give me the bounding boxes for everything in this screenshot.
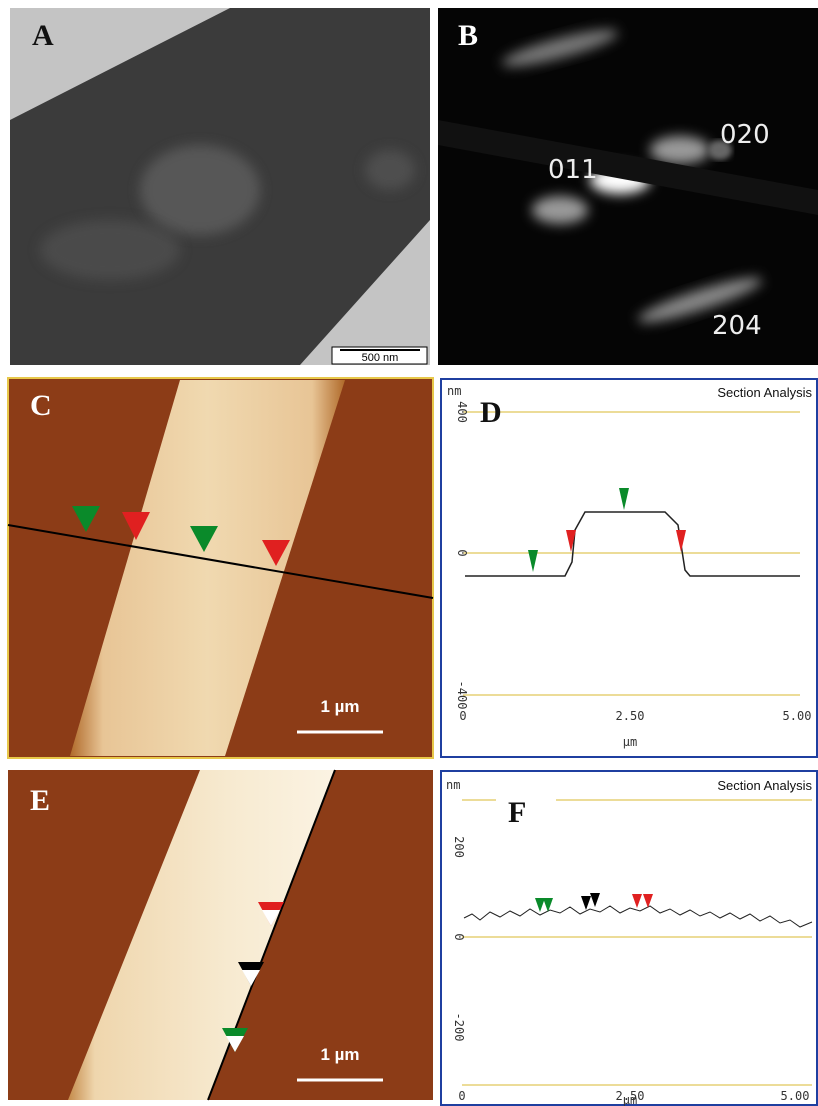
y-tick-label: 0 [452,933,466,940]
texture [40,220,180,280]
scale-bar-label: 1 µm [320,1045,359,1064]
y-unit: nm [446,778,460,792]
scale-bar-label: 500 nm [362,352,399,364]
panel-d: Section Analysis nm 400 0 -400 0 2.50 5.… [441,379,817,757]
x-unit: µm [623,1093,637,1106]
panel-c: 1 µm C [8,378,433,758]
spot-label: 020 [720,120,770,150]
texture [365,150,415,190]
panel-b: 020 011 204 B [438,8,818,365]
scale-bar-label: 1 µm [320,697,359,716]
panel-e: 1 µm E [8,770,433,1100]
panel-label: D [480,396,502,429]
panel-label: C [30,389,52,422]
x-tick-label: 2.50 [616,709,645,723]
profile-frame [441,379,817,757]
y-tick-label: 400 [455,401,469,423]
figure: 500 nm A 020 011 204 B 1 µm C Section An… [0,0,818,1106]
plot-title: Section Analysis [717,385,812,400]
y-tick-label: 200 [452,836,466,858]
diffraction-spot [650,136,710,164]
spot-label: 011 [548,155,598,185]
plot-title: Section Analysis [717,778,812,793]
x-unit: µm [623,735,637,749]
x-tick-label: 5.00 [781,1089,810,1103]
y-unit: nm [447,384,461,398]
panel-f: Section Analysis nm 200 0 -200 0 2.50 5.… [441,771,817,1106]
spot-label: 204 [712,311,762,341]
panel-label: F [508,796,526,829]
panel-label: B [458,19,478,52]
panel-label: A [32,19,54,52]
x-tick-label: 0 [458,1089,465,1103]
y-tick-label: -200 [452,1013,466,1042]
diffraction-spot [532,196,588,224]
y-tick-label: 0 [455,549,469,556]
x-tick-label: 5.00 [783,709,812,723]
y-tick-label: -400 [455,681,469,710]
panel-a: 500 nm A [10,8,430,365]
x-tick-label: 0 [459,709,466,723]
panel-label: E [30,784,50,817]
texture [140,145,260,235]
